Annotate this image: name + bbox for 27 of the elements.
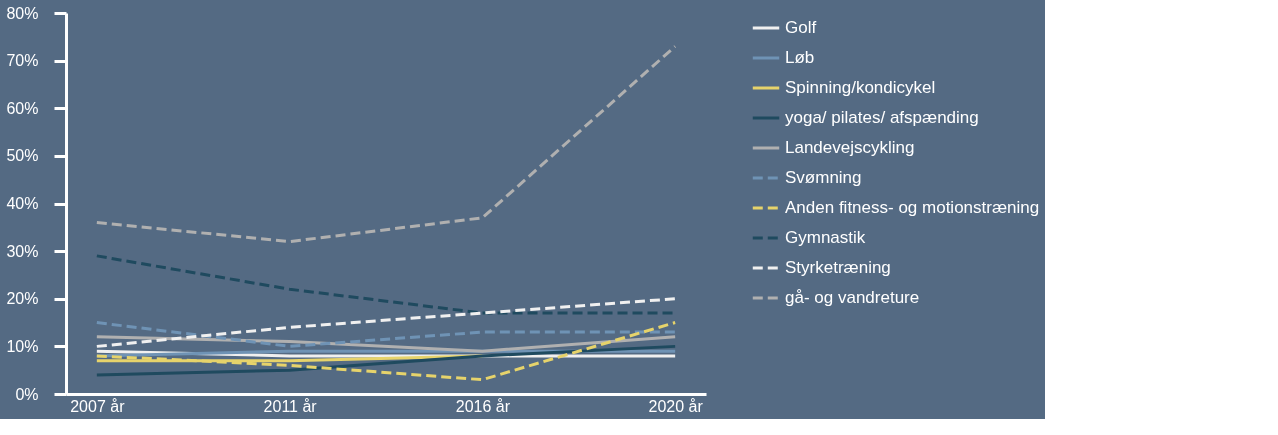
legend-label: Anden fitness- og motionstræning: [785, 198, 1040, 217]
line-series: [95, 321, 677, 382]
y-tick-label: 0%: [15, 385, 39, 403]
line-series: [95, 297, 677, 348]
legend-label: Gymnastik: [785, 228, 866, 247]
y-tick-label: 70%: [6, 52, 39, 70]
x-tick-label: 2020 år: [648, 397, 704, 415]
line-series: [95, 44, 677, 244]
line-series: [95, 344, 677, 377]
legend-label: Spinning/kondicykel: [785, 78, 936, 97]
y-tick-label: 80%: [6, 4, 39, 22]
x-tick-label: 2011 år: [263, 397, 318, 415]
y-tick-label: 50%: [6, 147, 39, 165]
y-tick-label: 30%: [6, 242, 39, 260]
y-tick-label: 10%: [6, 337, 39, 355]
legend-label: yoga/ pilates/ afspænding: [785, 108, 979, 127]
y-tick-label: 40%: [6, 195, 39, 212]
legend-label: Golf: [785, 18, 817, 37]
legend-label: gå- og vandreture: [785, 288, 920, 307]
legend-label: Landevejscykling: [785, 138, 915, 157]
legend-label: Løb: [785, 48, 815, 67]
legend-label: Styrketræning: [785, 258, 891, 277]
y-tick-label: 60%: [6, 99, 39, 117]
y-tick-label: 20%: [6, 290, 39, 308]
x-tick-label: 2016 år: [455, 397, 511, 415]
legend-label: Svømning: [785, 168, 862, 187]
x-tick-label: 2007 år: [70, 397, 126, 415]
